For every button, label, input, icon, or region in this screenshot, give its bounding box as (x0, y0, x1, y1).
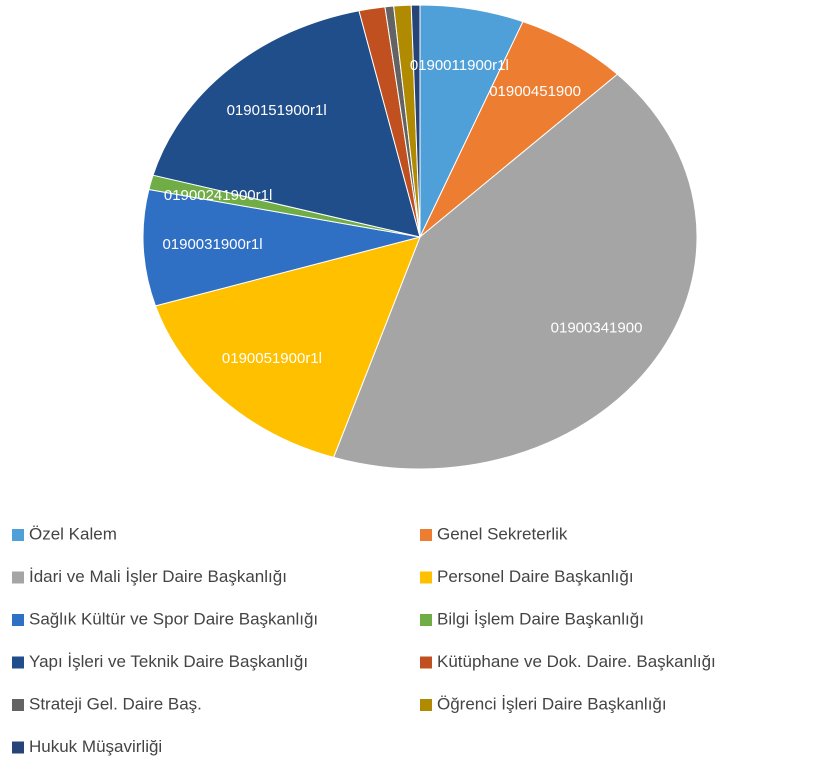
slice-label: 0190031900r1l (162, 236, 262, 253)
legend-label: Personel Daire Başkanlığı (437, 567, 634, 586)
pie-slice (419, 21, 619, 238)
legend-swatch (12, 741, 24, 754)
legend-label: Hukuk Müşavirliği (29, 737, 162, 756)
slice-label: 0190011900r1l (410, 57, 509, 74)
legend-label: İdari ve Mali İşler Daire Başkanlığı (29, 567, 287, 586)
pie-slice (410, 4, 421, 238)
slice-label: 0190151900r1l (227, 102, 327, 119)
legend-swatch (12, 614, 24, 626)
legend-swatch (420, 656, 432, 669)
slice-label: 01900341900 (551, 320, 643, 337)
legend-swatch (420, 529, 432, 541)
legend-swatch (12, 699, 24, 711)
legend-swatch (420, 571, 432, 584)
slice-label: 01900241900r1l (164, 187, 272, 204)
legend-label: Bilgi İşlem Daire Başkanlığı (437, 609, 644, 628)
slice-label: 0190051900r1l (222, 350, 322, 367)
pie-slice (332, 73, 698, 470)
pie-slice (154, 236, 421, 459)
legend-label: Öğrenci İşleri Daire Başkanlığı (437, 694, 667, 713)
pie-slice (142, 188, 421, 307)
legend-label: Yapı İşleri ve Teknik Daire Başkanlığı (29, 652, 308, 671)
legend-label: Kütüphane ve Dok. Daire. Başkanlığı (437, 652, 716, 671)
pie-slice (152, 10, 421, 238)
legend-label: Strateji Gel. Daire Baş. (29, 694, 202, 713)
legend-swatch (12, 571, 24, 584)
legend-label: Özel Kalem (29, 524, 117, 543)
legend-label: Sağlık Kültür ve Spor Daire Başkanlığı (29, 609, 318, 628)
legend-label: Genel Sekreterlik (437, 524, 568, 543)
legend-swatch (12, 529, 24, 541)
legend-swatch (420, 614, 432, 626)
slice-label: 01900451900 (489, 83, 581, 100)
legend-swatch (420, 699, 432, 711)
legend-swatch (12, 656, 24, 669)
